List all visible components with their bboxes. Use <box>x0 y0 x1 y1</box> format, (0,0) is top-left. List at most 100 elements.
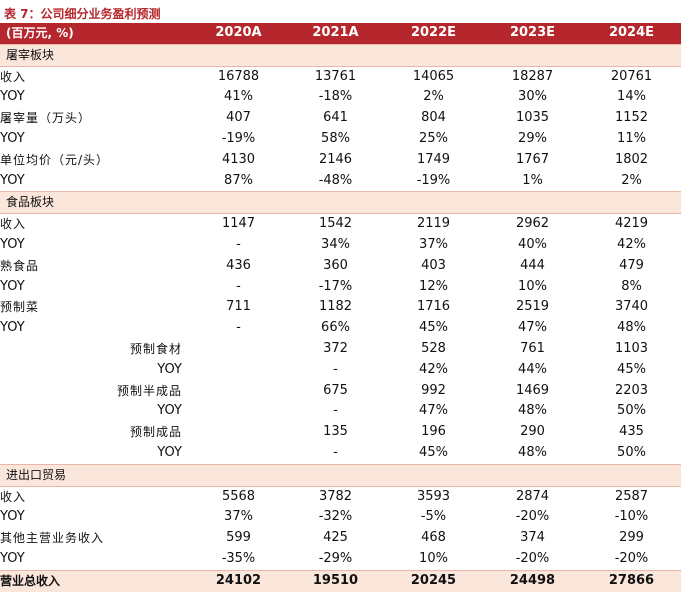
cell-value: 27866 <box>582 569 681 592</box>
cell-value: 3593 <box>416 488 451 504</box>
cell-value: 87% <box>224 172 253 188</box>
table-row: 收入 16788 13761 14065 18287 20761 <box>0 66 681 87</box>
cell-value: 24102 <box>190 569 287 592</box>
cell-value: 135 <box>323 424 348 440</box>
cell-value: 436 <box>226 257 251 273</box>
cell-value: 47% <box>518 320 547 336</box>
cell-value: 2146 <box>318 151 353 167</box>
section-row: 食品板块 <box>0 191 681 215</box>
cell-value: 599 <box>226 530 251 546</box>
cell-value: 44% <box>518 361 547 377</box>
section-row: 屠宰板块 <box>0 43 681 67</box>
cell-value: 2587 <box>614 488 649 504</box>
cell-value: -48% <box>318 172 353 188</box>
cell-value: 407 <box>226 110 251 126</box>
cell-value: 403 <box>421 257 446 273</box>
cell-value: 2119 <box>416 216 451 232</box>
row-label: YOY <box>157 361 182 377</box>
cell-value: 10% <box>518 278 547 294</box>
cell-value: 1035 <box>515 110 550 126</box>
cell-value: 10% <box>419 550 448 566</box>
table-row: 收入 5568 3782 3593 2874 2587 <box>0 486 681 507</box>
cell-value: 1147 <box>221 216 256 232</box>
cell-value: 48% <box>617 320 646 336</box>
cell-value: -29% <box>318 550 353 566</box>
cell-value: 20761 <box>610 68 653 84</box>
cell-value: -18% <box>318 89 353 105</box>
table-row: YOY - 42% 44% 45% <box>0 360 681 381</box>
table-row: YOY - 47% 48% 50% <box>0 401 681 422</box>
cell-value: 479 <box>619 257 644 273</box>
table-row: YOY - 34% 37% 40% 42% <box>0 235 681 256</box>
row-label: 收入 <box>0 217 27 232</box>
cell-value: 4130 <box>221 151 256 167</box>
cell-value: 1749 <box>416 151 451 167</box>
cell-value: 290 <box>520 424 545 440</box>
table-row: YOY - 66% 45% 47% 48% <box>0 318 681 339</box>
cell-value: 19510 <box>287 569 384 592</box>
cell-value: 48% <box>518 403 547 419</box>
cell-value: 8% <box>621 278 642 294</box>
table-row: 预制成品 135 196 290 435 <box>0 422 681 443</box>
cell-value: 1716 <box>416 299 451 315</box>
table-row: 预制食材 372 528 761 1103 <box>0 339 681 360</box>
cell-value: 2962 <box>515 216 550 232</box>
cell-value: -19% <box>416 172 451 188</box>
cell-value: 196 <box>421 424 446 440</box>
cell-value: 444 <box>520 257 545 273</box>
cell-value: -20% <box>515 550 550 566</box>
cell-value: 47% <box>419 403 448 419</box>
row-label: YOY <box>157 444 182 460</box>
cell-value: 12% <box>419 278 448 294</box>
cell-value: 374 <box>520 530 545 546</box>
cell-value: 5568 <box>221 488 256 504</box>
table-row: YOY - -17% 12% 10% 8% <box>0 277 681 298</box>
cell-value: -20% <box>515 509 550 525</box>
table-row: 单位均价（元/头） 4130 2146 1749 1767 1802 <box>0 150 681 171</box>
cell-value: 41% <box>224 89 253 105</box>
header-year: 2020A <box>215 25 262 40</box>
cell-value: 1182 <box>318 299 353 315</box>
cell-value: -19% <box>221 130 256 146</box>
cell-value: 48% <box>518 444 547 460</box>
header-year: 2023E <box>509 25 556 40</box>
cell-value: -35% <box>221 550 256 566</box>
cell-value: 58% <box>321 130 350 146</box>
cell-value: 468 <box>421 530 446 546</box>
cell-value: 528 <box>421 340 446 356</box>
row-label: YOY <box>0 550 25 566</box>
table-row: 收入 1147 1542 2119 2962 4219 <box>0 214 681 235</box>
table-row: YOY -19% 58% 25% 29% 11% <box>0 129 681 150</box>
cell-value: 14065 <box>412 68 455 84</box>
table-row: YOY -35% -29% 10% -20% -20% <box>0 549 681 570</box>
row-label: 屠宰量（万头） <box>0 111 92 126</box>
cell-value: 50% <box>617 403 646 419</box>
cell-value: 37% <box>419 236 448 252</box>
cell-value: 45% <box>617 361 646 377</box>
cell-value: - <box>333 444 338 460</box>
cell-value: 992 <box>421 382 446 398</box>
cell-value: 3740 <box>614 299 649 315</box>
table-header-row: (百万元, %) 2020A 2021A 2022E 2023E 2024E <box>0 23 681 45</box>
cell-value <box>190 339 287 360</box>
cell-value: 42% <box>419 361 448 377</box>
cell-value: -17% <box>318 278 353 294</box>
cell-value: 1% <box>522 172 543 188</box>
cell-value: 14% <box>617 89 646 105</box>
cell-value: 45% <box>419 444 448 460</box>
section-label: 屠宰板块 <box>0 43 681 67</box>
cell-value: 2874 <box>515 488 550 504</box>
cell-value: 50% <box>617 444 646 460</box>
row-label: YOY <box>0 130 25 146</box>
cell-value: - <box>236 236 241 252</box>
cell-value: 641 <box>323 110 348 126</box>
cell-value: 435 <box>619 424 644 440</box>
row-label: YOY <box>157 403 182 419</box>
total-row: 营业总收入 24102 19510 20245 24498 27866 <box>0 569 681 592</box>
cell-value: 45% <box>419 320 448 336</box>
cell-value: 675 <box>323 382 348 398</box>
cell-value: - <box>333 361 338 377</box>
cell-value: 24498 <box>483 569 582 592</box>
row-label: YOY <box>0 278 25 294</box>
cell-value: 804 <box>421 110 446 126</box>
